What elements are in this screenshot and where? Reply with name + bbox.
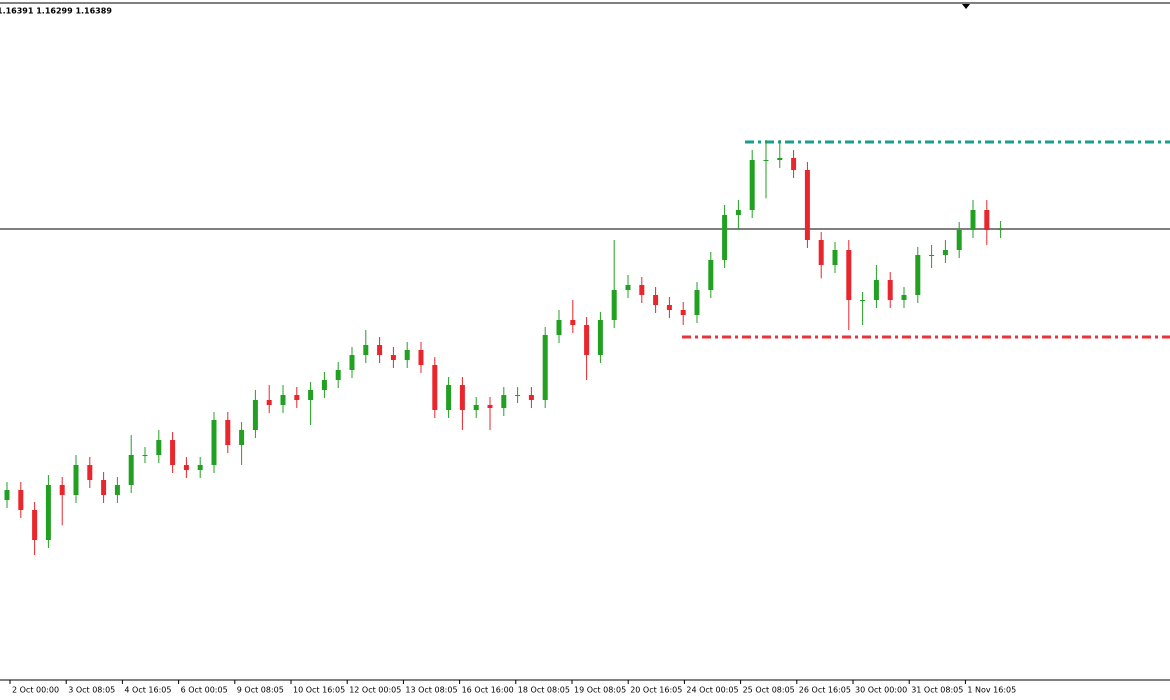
candle-body [528, 395, 534, 400]
candle-body [294, 395, 300, 400]
candle-body [170, 440, 176, 465]
candle-body [611, 290, 617, 320]
candle-body [625, 285, 631, 290]
candle-body [915, 255, 921, 295]
candle-body [18, 490, 24, 510]
candle-body [377, 345, 383, 355]
candle-body [432, 365, 438, 410]
candle-body [197, 465, 203, 470]
candle-body [211, 420, 217, 465]
candle-body [873, 280, 879, 300]
candle-body [404, 350, 410, 360]
candle-body [846, 250, 852, 300]
x-tick-label: 4 Oct 16:05 [124, 686, 171, 695]
candle-body [777, 158, 783, 160]
candle-body [556, 320, 562, 335]
candle-body [708, 260, 714, 290]
candle-body [252, 400, 258, 430]
candle-body [722, 215, 728, 260]
shift-marker [962, 4, 970, 9]
candle-body [942, 250, 948, 255]
candle-body [128, 455, 134, 485]
candle-body [735, 210, 741, 215]
candle-body [818, 240, 824, 265]
candle-body [335, 370, 341, 380]
candle-body [225, 420, 231, 445]
candle-body [929, 255, 935, 256]
price-header: 1.16391 1.16299 1.16389 [0, 7, 112, 16]
candle-body [639, 285, 645, 295]
candle-body [860, 300, 866, 301]
x-tick-label: 16 Oct 16:00 [462, 686, 514, 695]
candle-body [114, 485, 120, 495]
candle-body [515, 395, 521, 396]
x-tick-label: 20 Oct 16:05 [630, 686, 682, 695]
x-tick-label: 26 Oct 16:05 [799, 686, 851, 695]
candle-body [73, 465, 79, 495]
candle-body [59, 485, 65, 495]
candle-body [887, 280, 893, 300]
candle-body [473, 405, 479, 410]
x-tick-label: 1 Nov 16:05 [967, 686, 1016, 695]
candle-body [832, 250, 838, 265]
candle-body [501, 395, 507, 408]
candle-body [542, 335, 548, 400]
candle-body [266, 400, 272, 405]
candle-body [970, 210, 976, 230]
candle-body [349, 355, 355, 370]
x-tick-label: 13 Oct 08:05 [405, 686, 457, 695]
candle-body [998, 229, 1004, 230]
candle-body [321, 380, 327, 390]
candle-body [280, 395, 286, 405]
candle-body [142, 455, 148, 456]
candle-body [87, 465, 93, 480]
candle-body [763, 160, 769, 161]
x-tick-label: 30 Oct 00:00 [855, 686, 907, 695]
x-tick-label: 18 Oct 08:05 [518, 686, 570, 695]
candle-body [239, 430, 245, 445]
candle-body [984, 210, 990, 230]
candle-body [45, 485, 51, 540]
candle-body [487, 405, 493, 408]
candle-body [901, 295, 907, 300]
candle-body [363, 345, 369, 355]
candle-body [653, 295, 659, 305]
candle-body [446, 385, 452, 410]
candle-body [32, 510, 38, 540]
candle-body [749, 160, 755, 210]
x-tick-label: 2 Oct 00:00 [12, 686, 59, 695]
candle-body [791, 158, 797, 170]
candle-body [680, 310, 686, 315]
x-tick-label: 19 Oct 08:05 [574, 686, 626, 695]
x-tick-label: 6 Oct 00:05 [181, 686, 228, 695]
candle-body [694, 290, 700, 315]
x-tick-label: 10 Oct 16:05 [293, 686, 345, 695]
candle-body [597, 320, 603, 355]
candle-body [956, 230, 962, 250]
candle-body [4, 490, 10, 500]
candle-body [459, 385, 465, 410]
candle-body [183, 465, 189, 470]
candle-body [584, 325, 590, 355]
x-tick-label: 3 Oct 08:05 [68, 686, 115, 695]
candle-body [390, 355, 396, 360]
x-tick-label: 12 Oct 00:05 [349, 686, 401, 695]
x-tick-label: 31 Oct 08:05 [911, 686, 963, 695]
x-tick-label: 9 Oct 08:05 [237, 686, 284, 695]
candle-body [418, 350, 424, 365]
candle-body [308, 390, 314, 400]
candle-body [101, 480, 107, 495]
candle-body [156, 440, 162, 455]
candle-body [666, 305, 672, 310]
x-tick-label: 24 Oct 00:05 [686, 686, 738, 695]
x-tick-label: 25 Oct 08:05 [743, 686, 795, 695]
candle-body [804, 170, 810, 240]
candle-body [570, 320, 576, 325]
